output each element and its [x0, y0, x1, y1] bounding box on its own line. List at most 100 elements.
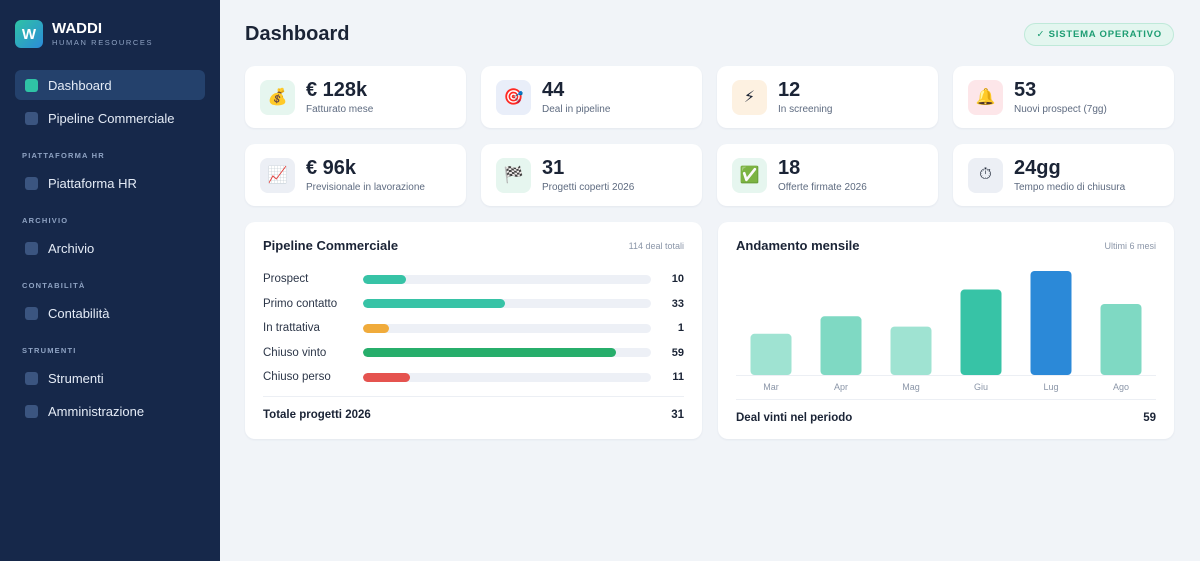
chart-total-value: 59	[1143, 412, 1156, 424]
pipeline-bar-track	[363, 348, 651, 358]
page-title: Dashboard	[245, 22, 350, 45]
money-bag-icon: 💰	[260, 79, 295, 115]
chart-bar-mag[interactable]	[890, 326, 932, 375]
brand-name: WADDI	[52, 20, 102, 37]
panel-title: Pipeline Commerciale	[263, 238, 399, 253]
kpi-text: 44 Deal in pipeline	[542, 79, 611, 115]
lightning-icon: ⚡	[732, 79, 767, 115]
hr-platform-icon	[25, 176, 38, 190]
kpi-label: Progetti coperti 2026	[542, 181, 635, 193]
brand[interactable]: W WADDI HUMAN RESOURCES	[15, 20, 205, 48]
pipeline-bar-track	[363, 274, 651, 284]
pipeline-stage-count: 11	[672, 371, 684, 384]
kpi-card-previsionale[interactable]: 📈 € 96k Previsionale in lavorazione	[245, 144, 466, 206]
kpi-card-fatturato[interactable]: 💰 € 128k Fatturato mese	[245, 66, 466, 128]
kpi-card-progetti-coperti[interactable]: 🏁 31 Progetti coperti 2026	[481, 144, 702, 206]
kpi-value: 24gg	[1014, 156, 1061, 179]
sidebar: W WADDI HUMAN RESOURCES Dashboard Pipeli…	[0, 0, 220, 561]
sidebar-item-piattaforma-hr[interactable]: Piattaforma HR	[15, 168, 205, 198]
kpi-value: € 96k	[306, 156, 357, 179]
pipeline-bar-track	[363, 372, 651, 382]
pipeline-stage-count: 1	[677, 322, 684, 335]
sidebar-nav: Dashboard Pipeline Commerciale PIATTAFOR…	[15, 70, 205, 426]
main-content: Dashboard ✓ SISTEMA OPERATIVO 💰 € 128k F…	[220, 0, 1200, 561]
panel-header: Andamento mensile Ultimi 6 mesi	[736, 238, 1156, 253]
kpi-value: 12	[778, 78, 801, 101]
kpi-grid: 💰 € 128k Fatturato mese 🎯 44 Deal in pip…	[245, 66, 1174, 206]
kpi-value: 31	[542, 156, 565, 179]
target-icon: 🎯	[496, 79, 531, 115]
pipeline-row[interactable]: In trattativa 1	[263, 316, 684, 341]
pipeline-row[interactable]: Chiuso vinto 59	[263, 341, 684, 366]
pipeline-stage-label: In trattativa	[263, 322, 320, 335]
pipeline-row[interactable]: Chiuso perso 11	[263, 365, 684, 390]
sidebar-item-label: Dashboard	[48, 77, 112, 93]
admin-icon	[25, 404, 38, 418]
kpi-text: 31 Progetti coperti 2026	[542, 156, 635, 193]
pipeline-stage-count: 59	[671, 346, 684, 359]
panel-meta: 114 deal totali	[628, 240, 684, 251]
kpi-text: 12 In screening	[778, 78, 833, 115]
kpi-label: Fatturato mese	[306, 103, 374, 115]
pipeline-icon	[25, 111, 38, 125]
kpi-label: Deal in pipeline	[542, 103, 611, 115]
pipeline-row[interactable]: Primo contatto 33	[263, 292, 684, 317]
brand-subtitle: HUMAN RESOURCES	[52, 38, 154, 47]
kpi-value: 53	[1014, 78, 1037, 101]
pipeline-bar-fill	[363, 348, 617, 358]
kpi-card-deal-pipeline[interactable]: 🎯 44 Deal in pipeline	[481, 66, 702, 128]
archive-icon	[25, 241, 38, 255]
sidebar-item-strumenti[interactable]: Strumenti	[15, 363, 205, 393]
panel-header: Pipeline Commerciale 114 deal totali	[263, 238, 684, 253]
kpi-text: 18 Offerte firmate 2026	[778, 156, 867, 193]
pipeline-bar-fill	[363, 274, 406, 284]
sidebar-item-contabilita[interactable]: Contabilità	[15, 298, 205, 328]
chart-total-label: Deal vinti nel periodo	[736, 412, 853, 424]
monthly-panel: Andamento mensile Ultimi 6 mesi Mar Apr Ma…	[718, 222, 1174, 439]
chart-x-tick-label: Lug	[1043, 382, 1058, 392]
monthly-chart: Mar Apr Mag Giu Lug Ago	[736, 267, 1156, 395]
kpi-card-tempo-chiusura[interactable]: ⏱ 24gg Tempo medio di chiusura	[953, 144, 1174, 206]
chart-bar-giu[interactable]	[960, 289, 1002, 375]
pipeline-bar-fill	[363, 299, 505, 309]
chart-increasing-icon: 📈	[260, 157, 295, 193]
sidebar-item-label: Contabilità	[48, 305, 110, 321]
checkered-flag-icon: 🏁	[496, 157, 531, 193]
sidebar-section-title: PIATTAFORMA HR	[22, 151, 105, 160]
kpi-card-offerte-firmate[interactable]: ✅ 18 Offerte firmate 2026	[717, 144, 938, 206]
kpi-label: In screening	[778, 103, 833, 115]
pipeline-stage-label: Primo contatto	[263, 297, 338, 310]
chart-bar-mar[interactable]	[750, 333, 792, 375]
sidebar-item-dashboard[interactable]: Dashboard	[15, 70, 205, 100]
chart-x-tick-label: Giu	[974, 382, 988, 392]
kpi-card-screening[interactable]: ⚡ 12 In screening	[717, 66, 938, 128]
sidebar-item-amministrazione[interactable]: Amministrazione	[15, 396, 205, 426]
tools-icon	[25, 371, 38, 385]
pipeline-stage-label: Chiuso vinto	[263, 346, 327, 359]
dashboard-icon	[25, 78, 38, 92]
chart-bar-apr[interactable]	[820, 316, 862, 375]
pipeline-total-label: Totale progetti 2026	[263, 408, 371, 421]
sidebar-item-archivio[interactable]: Archivio	[15, 233, 205, 263]
monthly-bar-chart: Mar Apr Mag Giu Lug Ago	[736, 271, 1156, 392]
sidebar-item-pipeline-commerciale[interactable]: Pipeline Commerciale	[15, 103, 205, 133]
kpi-value: 18	[778, 156, 801, 179]
chart-x-tick-label: Mag	[902, 382, 920, 392]
chart-total-row: Deal vinti nel periodo 59	[736, 399, 1156, 424]
pipeline-row[interactable]: Prospect 10	[263, 267, 684, 292]
pipeline-list: Prospect 10 Primo contatto 33 In trattat…	[263, 267, 684, 390]
kpi-text: € 96k Previsionale in lavorazione	[306, 156, 425, 193]
status-badge: ✓ SISTEMA OPERATIVO	[1024, 22, 1174, 46]
panel-title: Andamento mensile	[736, 238, 860, 253]
topbar: Dashboard ✓ SISTEMA OPERATIVO	[245, 22, 1174, 46]
sidebar-item-label: Pipeline Commerciale	[48, 110, 175, 126]
accounting-icon	[25, 306, 38, 320]
pipeline-stage-label: Prospect	[263, 273, 309, 286]
pipeline-stage-count: 33	[671, 297, 684, 310]
pipeline-stage-count: 10	[671, 273, 684, 286]
kpi-card-nuovi-prospect[interactable]: 🔔 53 Nuovi prospect (7gg)	[953, 66, 1174, 128]
chart-bar-ago[interactable]	[1100, 303, 1142, 375]
pipeline-bar-track	[363, 323, 651, 333]
chart-bar-lug[interactable]	[1030, 271, 1072, 375]
